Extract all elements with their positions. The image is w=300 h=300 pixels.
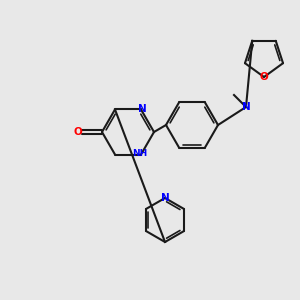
Text: N: N bbox=[160, 193, 169, 203]
Text: NH: NH bbox=[132, 149, 148, 158]
Text: O: O bbox=[260, 72, 268, 82]
Text: O: O bbox=[74, 127, 82, 137]
Text: N: N bbox=[242, 102, 250, 112]
Text: N: N bbox=[138, 104, 146, 115]
